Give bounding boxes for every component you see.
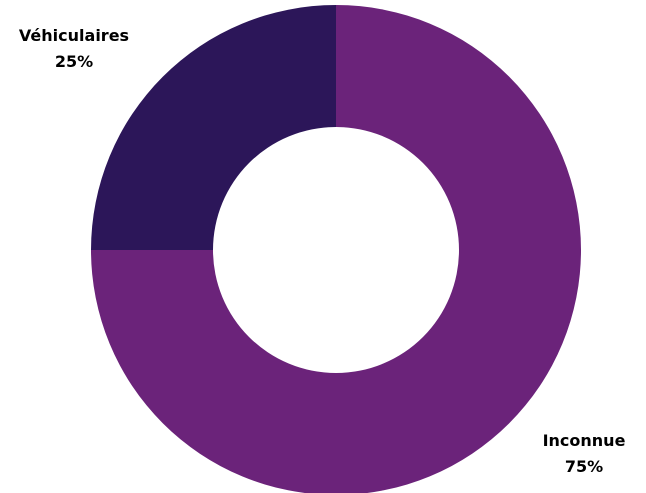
- slice-label-inconnue-percent: 75%: [565, 457, 603, 476]
- donut-slice-vehiculaires: [91, 5, 336, 250]
- labels-layer: Véhiculaires 25% Inconnue 75%: [19, 26, 626, 476]
- donut-slice-inconnue: [91, 5, 581, 493]
- slice-label-vehiculaires-name: Véhiculaires: [19, 26, 129, 45]
- slice-label-inconnue-name: Inconnue: [543, 431, 626, 450]
- slices-layer: [91, 5, 581, 493]
- slice-label-vehiculaires-percent: 25%: [55, 52, 93, 71]
